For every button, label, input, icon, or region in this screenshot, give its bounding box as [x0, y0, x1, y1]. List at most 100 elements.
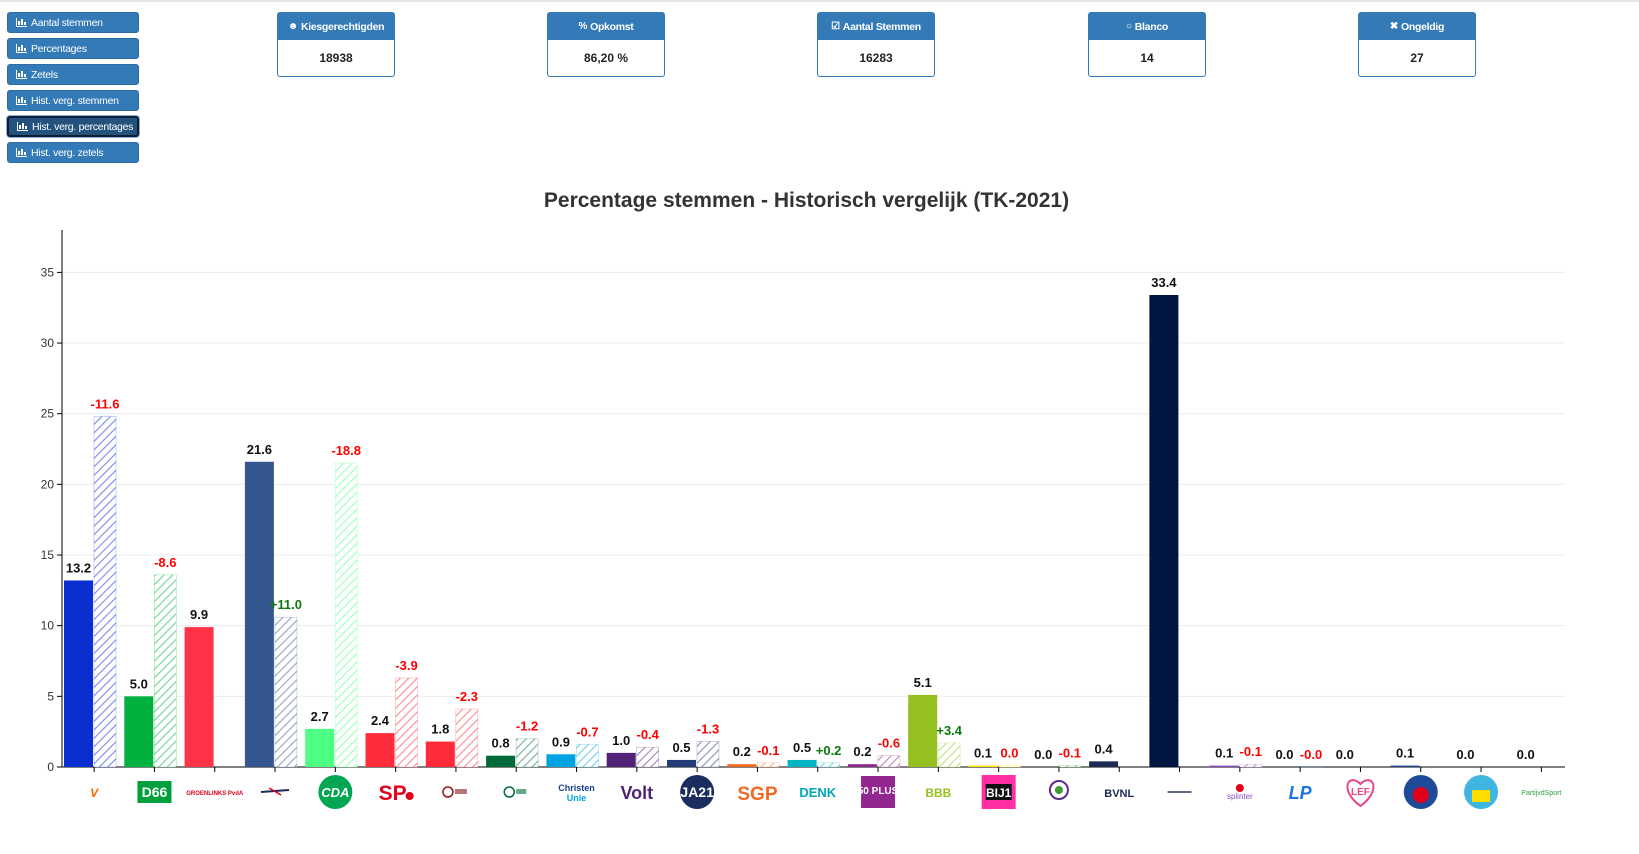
bar-diff-label: -18.8 [331, 443, 361, 458]
bar-current-label: 0.5 [793, 740, 811, 755]
logo-box [861, 776, 896, 808]
top-divider [0, 0, 1639, 2]
bar-current [365, 733, 395, 767]
bar-previous [395, 677, 418, 768]
bar-current-label: 0.0 [1034, 747, 1052, 762]
bar-previous [455, 708, 479, 768]
logo-box [137, 781, 172, 803]
bar-chart-icon [16, 148, 27, 157]
party-logo [1464, 775, 1499, 809]
sidebar-button-hist-verg-percentages[interactable]: Hist. verg. percentages [7, 116, 139, 137]
bar-current-label: 0.0 [1456, 747, 1474, 762]
logo-text: Unie [567, 793, 587, 803]
times-icon: ✖ [1389, 21, 1398, 32]
bar-diff-label: -8.6 [154, 555, 176, 570]
logo-inner [454, 789, 467, 794]
bar-current [244, 461, 274, 767]
bar-current [546, 754, 576, 767]
bar-current [787, 759, 817, 767]
logo-inner [1412, 787, 1429, 803]
y-tick-label: 5 [47, 689, 54, 703]
bar-diff-label: -0.6 [878, 736, 900, 751]
stat-card-label: Blanco [1134, 20, 1169, 33]
sidebar-button-hist-verg-stemmen[interactable]: Hist. verg. stemmen [7, 90, 139, 111]
logo-circle [318, 775, 353, 809]
logo-heart [1346, 779, 1375, 808]
party-logo [442, 786, 467, 798]
bar-current [305, 728, 335, 767]
y-tick-label: 15 [41, 548, 55, 562]
logo-text: 50 PLUS [858, 786, 899, 797]
bar-chart-icon [16, 44, 27, 53]
stat-card-value: 16283 [859, 51, 893, 65]
bar-diff-label: -3.9 [395, 658, 417, 673]
logo-text: LEF [1351, 787, 1370, 798]
bar-previous [696, 741, 720, 768]
bar-current [968, 765, 998, 767]
bar-current-label: 0.0 [1517, 747, 1535, 762]
bar-chart-icon [16, 70, 27, 79]
bar-chart: 0 5 10 15 20 25 30 35 13.2 -11.6 5.0 -8.6 9.9 21.6 +1… [41, 230, 1565, 809]
party-logo: PartijvdSport [1521, 790, 1561, 797]
logo-inner [1054, 786, 1063, 794]
stat-card-kiesgerechtigden: ☻ Kiesgerechtigden 18938 [277, 12, 395, 77]
party-logo: JA21 [680, 775, 715, 809]
bar-current-label: 0.5 [672, 740, 690, 755]
logo-text: Volt [621, 783, 654, 803]
logo-circle [442, 786, 454, 798]
logo-text: SP [379, 782, 407, 805]
party-logo [1167, 791, 1192, 793]
bar-diff-label: -0.1 [1239, 744, 1261, 759]
bar-previous [334, 462, 358, 768]
bar-diff-label: -1.2 [516, 719, 538, 734]
stat-card-header: ☑ Aantal Stemmen [818, 13, 934, 40]
stat-card-value: 86,20 % [583, 51, 629, 65]
party-logo [1403, 775, 1438, 809]
check-square-icon: ☑ [831, 21, 840, 32]
stat-card-header: ○ Blanco [1089, 13, 1205, 40]
bar-previous [154, 574, 177, 768]
stat-card-label: Opkomst [590, 20, 634, 33]
sidebar-button-hist-verg-zetels[interactable]: Hist. verg. zetels [7, 142, 139, 163]
sidebar-button-percentages[interactable]: Percentages [7, 38, 139, 59]
bar-previous [998, 765, 1021, 768]
logo-circle [680, 775, 715, 809]
bar-previous [515, 738, 539, 768]
bar-previous [576, 744, 599, 768]
party-logo: GROENLINKS PvdA [186, 791, 244, 797]
bar-current [425, 741, 455, 767]
bar-previous [1239, 763, 1262, 768]
logo-text: PartijvdSport [1521, 790, 1561, 797]
bar-diff-label: -0.0 [1300, 747, 1322, 762]
bar-current [486, 755, 516, 767]
logo-inner [1472, 790, 1491, 802]
sidebar-button-zetels[interactable]: Zetels [7, 64, 139, 85]
bar-current [184, 627, 214, 767]
sidebar-button-aantal-stemmen[interactable]: Aantal stemmen [7, 12, 139, 33]
stat-card-header: % Opkomst [548, 13, 664, 40]
logo-text: V [90, 786, 99, 800]
stat-card-value: 27 [1410, 51, 1424, 65]
bar-current-label: 0.2 [853, 744, 871, 759]
y-tick-label: 0 [47, 760, 54, 774]
stat-card-blanco: ○ Blanco 14 [1088, 12, 1206, 77]
bar-current [1209, 765, 1239, 767]
logo-text: splinter [1227, 792, 1253, 801]
stat-card-value: 14 [1140, 51, 1154, 65]
stat-card-header: ☻ Kiesgerechtigden [278, 13, 394, 40]
bar-diff-label: +11.0 [270, 597, 302, 612]
party-logo: BBB [925, 786, 951, 800]
party-logo [503, 786, 527, 798]
bar-diff-label: 0.0 [1000, 746, 1018, 761]
logo-text: CDA [321, 785, 349, 800]
bar-diff-label: -0.1 [1059, 746, 1081, 761]
party-logo [260, 787, 290, 796]
party-logo: LP [1289, 783, 1313, 803]
y-tick-label: 25 [41, 407, 55, 421]
stat-card-opkomst: % Opkomst 86,20 % [547, 12, 665, 77]
bar-current-label: 0.1 [1215, 746, 1233, 761]
bar-current-label: 13.2 [66, 560, 91, 575]
bar-diff-label: -11.6 [91, 397, 120, 412]
bar-current [667, 759, 696, 767]
bar-current-label: 21.6 [247, 442, 272, 457]
